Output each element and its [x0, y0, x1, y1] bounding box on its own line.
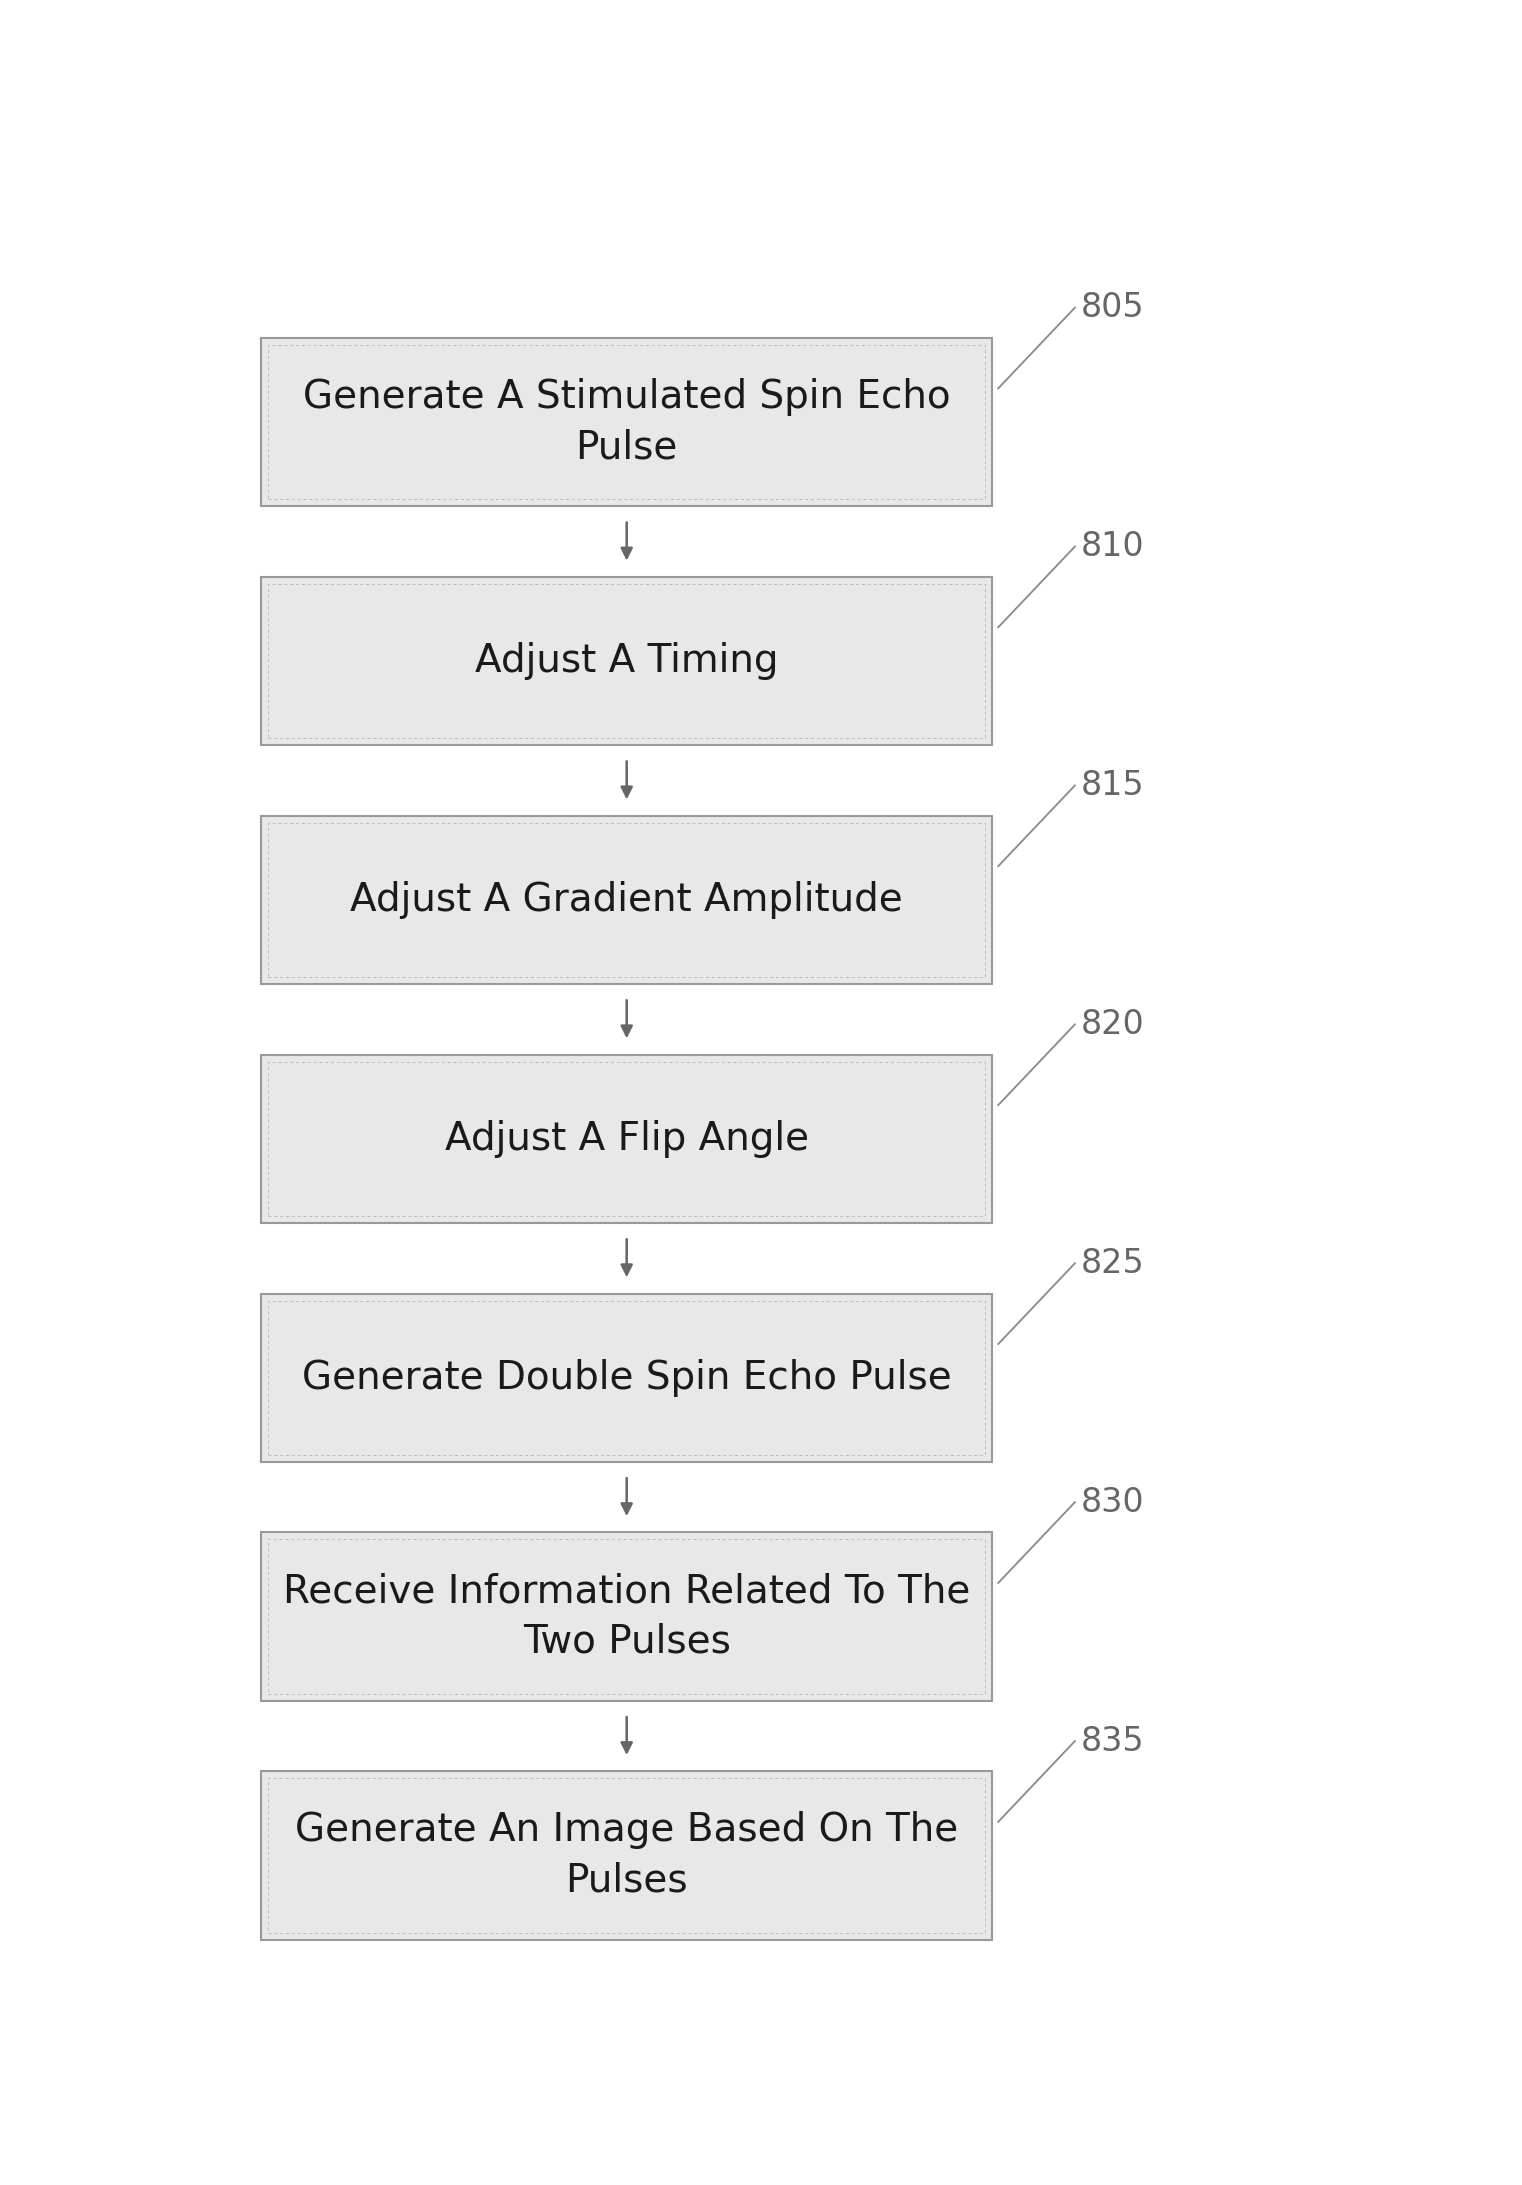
Bar — [268, 1540, 985, 1693]
Text: Adjust A Timing: Adjust A Timing — [475, 642, 778, 680]
Bar — [262, 1055, 992, 1224]
Bar — [268, 1062, 985, 1215]
Text: Generate Double Spin Echo Pulse: Generate Double Spin Echo Pulse — [301, 1359, 951, 1396]
Text: 825: 825 — [1081, 1248, 1145, 1280]
Bar — [262, 339, 992, 507]
Bar — [262, 577, 992, 745]
Bar — [268, 345, 985, 498]
Text: Generate An Image Based On The
Pulses: Generate An Image Based On The Pulses — [295, 1811, 959, 1899]
Text: 830: 830 — [1081, 1486, 1145, 1519]
Bar — [262, 1294, 992, 1462]
Text: 820: 820 — [1081, 1007, 1145, 1040]
Text: Adjust A Gradient Amplitude: Adjust A Gradient Amplitude — [350, 881, 903, 920]
Bar — [262, 1772, 992, 1940]
Text: Generate A Stimulated Spin Echo
Pulse: Generate A Stimulated Spin Echo Pulse — [303, 378, 951, 465]
Text: Adjust A Flip Angle: Adjust A Flip Angle — [444, 1119, 808, 1158]
Bar — [268, 583, 985, 739]
Text: 805: 805 — [1081, 291, 1145, 323]
Bar — [268, 824, 985, 977]
Bar — [262, 1532, 992, 1700]
Text: 835: 835 — [1081, 1724, 1145, 1757]
Bar — [268, 1779, 985, 1932]
Text: 810: 810 — [1081, 531, 1145, 564]
Bar — [262, 815, 992, 983]
Text: Receive Information Related To The
Two Pulses: Receive Information Related To The Two P… — [283, 1573, 971, 1661]
Text: 815: 815 — [1081, 769, 1145, 802]
Bar — [268, 1300, 985, 1455]
